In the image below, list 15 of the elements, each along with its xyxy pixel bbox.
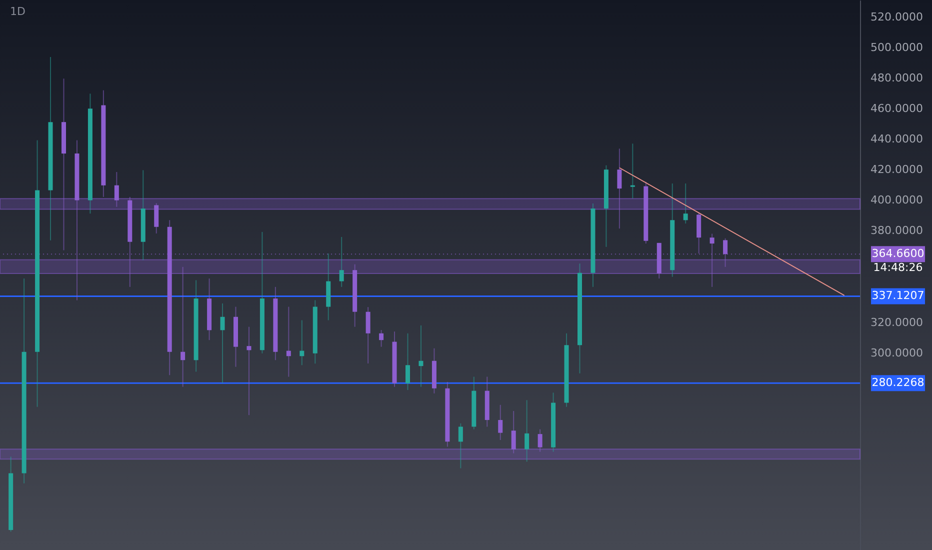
y-tick-label: 500.0000 — [870, 40, 923, 54]
text: 14:48:26 — [873, 261, 923, 274]
y-tick-label: 320.0000 — [870, 316, 923, 329]
y-tick-label: 440.0000 — [870, 132, 923, 146]
ref-line-label: 280.2268 — [872, 376, 924, 390]
chart-title: 1D — [10, 5, 26, 18]
y-tick-label: 300.0000 — [870, 346, 923, 360]
y-tick-label: 420.0000 — [870, 163, 923, 176]
y-tick-label: 520.0000 — [870, 10, 923, 24]
ref-line-label: 364.6600 — [872, 247, 924, 260]
y-tick-label: 480.0000 — [870, 71, 923, 84]
y-tick-label: 460.0000 — [870, 102, 923, 115]
ref-line-label: 337.1207 — [872, 289, 924, 302]
y-tick-label: 380.0000 — [870, 224, 923, 238]
y-tick-label: 400.0000 — [870, 194, 923, 207]
